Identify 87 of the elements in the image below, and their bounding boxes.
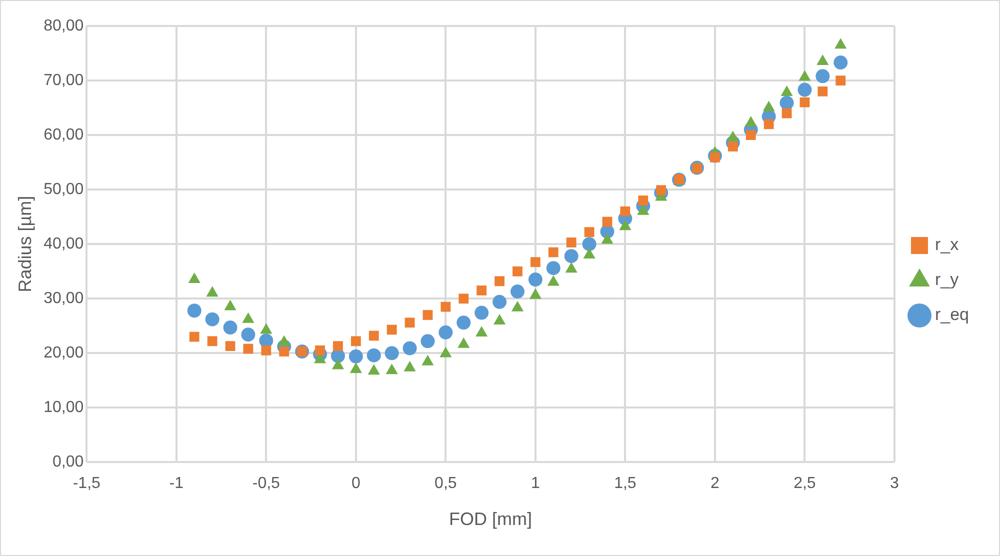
point (548, 247, 558, 258)
point (492, 294, 507, 309)
y-tick-label: 10,00 (44, 399, 84, 416)
point (619, 220, 632, 230)
point (834, 38, 847, 49)
point (780, 96, 794, 110)
point (798, 82, 812, 97)
y-tick-label: 20,00 (44, 344, 84, 362)
point (404, 318, 415, 328)
point (602, 216, 612, 227)
point (243, 344, 254, 354)
point (207, 336, 218, 346)
point (386, 324, 397, 335)
point (762, 100, 775, 112)
legend-label: r_eq (934, 305, 970, 324)
point (800, 97, 810, 108)
point (188, 272, 200, 284)
y-tick-label: 0,00 (52, 454, 84, 471)
point (764, 119, 774, 130)
x-tick-label: 2,5 (794, 475, 816, 492)
point (530, 257, 540, 268)
point (438, 325, 453, 340)
point (583, 248, 596, 259)
point (189, 332, 200, 342)
y-axis-title: Radius [µm] (14, 196, 35, 292)
x-axis-title: FOD [mm] (449, 509, 532, 530)
point (726, 130, 739, 142)
point (259, 334, 274, 348)
point (816, 54, 829, 65)
x-tick-label: 2 (710, 475, 720, 492)
point (225, 341, 236, 352)
point (348, 349, 363, 364)
point (279, 346, 290, 356)
point (746, 130, 756, 140)
point (223, 320, 238, 335)
legend-label: r_x (934, 235, 960, 254)
point (512, 266, 522, 276)
x-tick-label: 1 (530, 475, 540, 492)
x-tick-label: 3 (890, 475, 900, 492)
point (744, 116, 757, 127)
point (564, 249, 578, 264)
y-tick-label: 80,00 (44, 17, 84, 34)
point (638, 196, 648, 206)
point (474, 306, 489, 320)
x-tick-label: -1,5 (72, 475, 101, 492)
legend-label: r_y (934, 270, 960, 290)
point (546, 261, 560, 276)
point (187, 304, 202, 318)
point (384, 346, 399, 360)
point (798, 70, 811, 81)
point (366, 348, 381, 362)
point (241, 328, 256, 342)
y-tick-label: 50,00 (44, 180, 84, 198)
y-tick-label: 30,00 (44, 290, 84, 308)
point (528, 272, 542, 287)
point (780, 86, 793, 96)
point (510, 284, 524, 299)
x-tick-label: 1,5 (614, 475, 636, 492)
point (422, 310, 433, 320)
point (261, 345, 272, 356)
point (456, 316, 471, 330)
point (782, 108, 792, 118)
point (494, 276, 504, 286)
x-tick-label: -0,5 (252, 475, 280, 492)
point (836, 76, 846, 86)
point (440, 302, 451, 312)
point (584, 227, 594, 238)
y-tick-label: 60,00 (44, 126, 84, 144)
point (476, 285, 487, 296)
y-tick-label: 70,00 (44, 72, 84, 89)
point (350, 336, 361, 346)
point (205, 312, 220, 326)
point (816, 69, 830, 84)
point (818, 86, 828, 96)
point (458, 294, 469, 304)
x-tick-label: 0 (351, 475, 360, 492)
point (333, 341, 343, 352)
x-tick-label: -1 (169, 475, 184, 492)
point (834, 56, 848, 70)
point (566, 238, 576, 248)
y-tick-label: 40,00 (44, 236, 84, 253)
point (402, 341, 417, 356)
point (620, 206, 630, 216)
point (368, 330, 379, 341)
point (582, 237, 596, 252)
x-tick-label: 0,5 (434, 475, 457, 492)
point (420, 334, 435, 348)
